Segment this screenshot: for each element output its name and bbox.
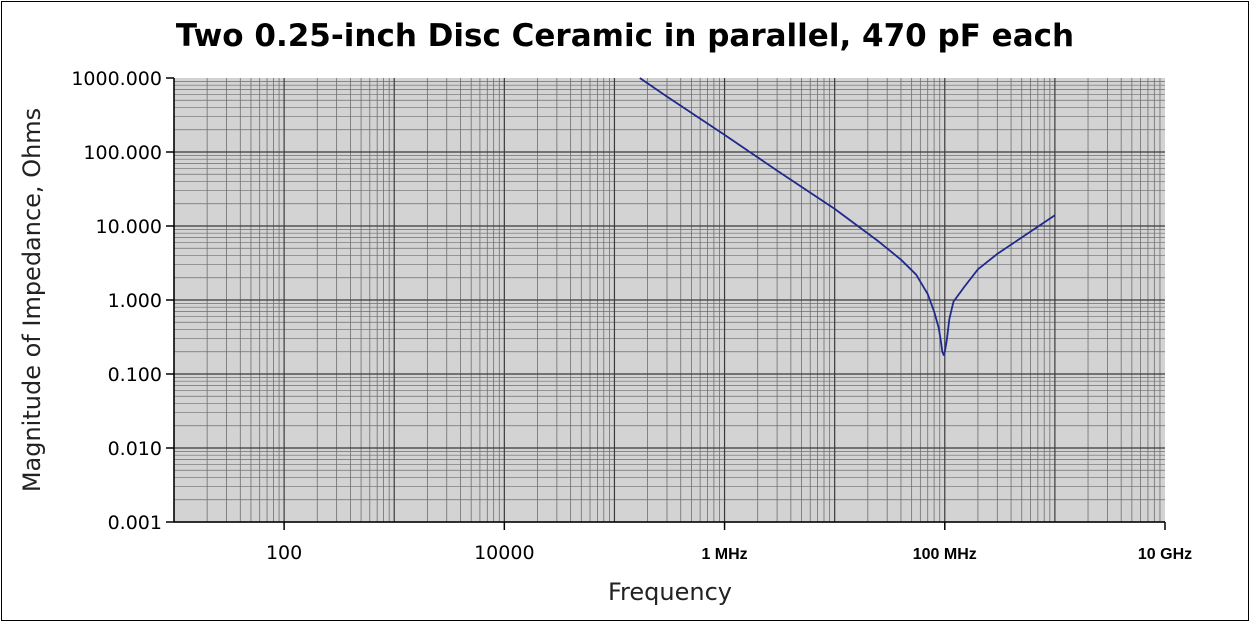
y-tick-label: 1.000 [108,290,162,312]
x-axis-label: Frequency [608,578,732,606]
x-tick-label: 100 MHz [913,546,977,563]
y-tick-label: 10.000 [96,216,162,238]
y-tick-label: 100.000 [83,142,162,164]
y-tick-label: 0.100 [108,364,162,386]
x-tick-labels: 100 10000 1 MHz 100 MHz 10 GHz [266,522,1192,564]
y-axis-label: Magnitude of Impedance, Ohms [18,108,46,492]
y-tick-labels: 0.001 0.010 0.100 1.000 10.000 100.000 1000.00… [71,68,174,534]
x-tick-label: 100 [266,542,302,564]
y-tick-label: 0.001 [108,512,162,534]
y-tick-label: 1000.000 [71,68,162,90]
y-tick-label: 0.010 [108,438,162,460]
x-tick-label: 10 GHz [1138,546,1192,563]
chart-title: Two 0.25-inch Disc Ceramic in parallel, … [176,18,1074,54]
impedance-series-line [639,77,1056,357]
series-group [639,77,1056,357]
x-tick-label: 1 MHz [701,546,747,563]
x-tick-label: 10000 [474,542,534,564]
